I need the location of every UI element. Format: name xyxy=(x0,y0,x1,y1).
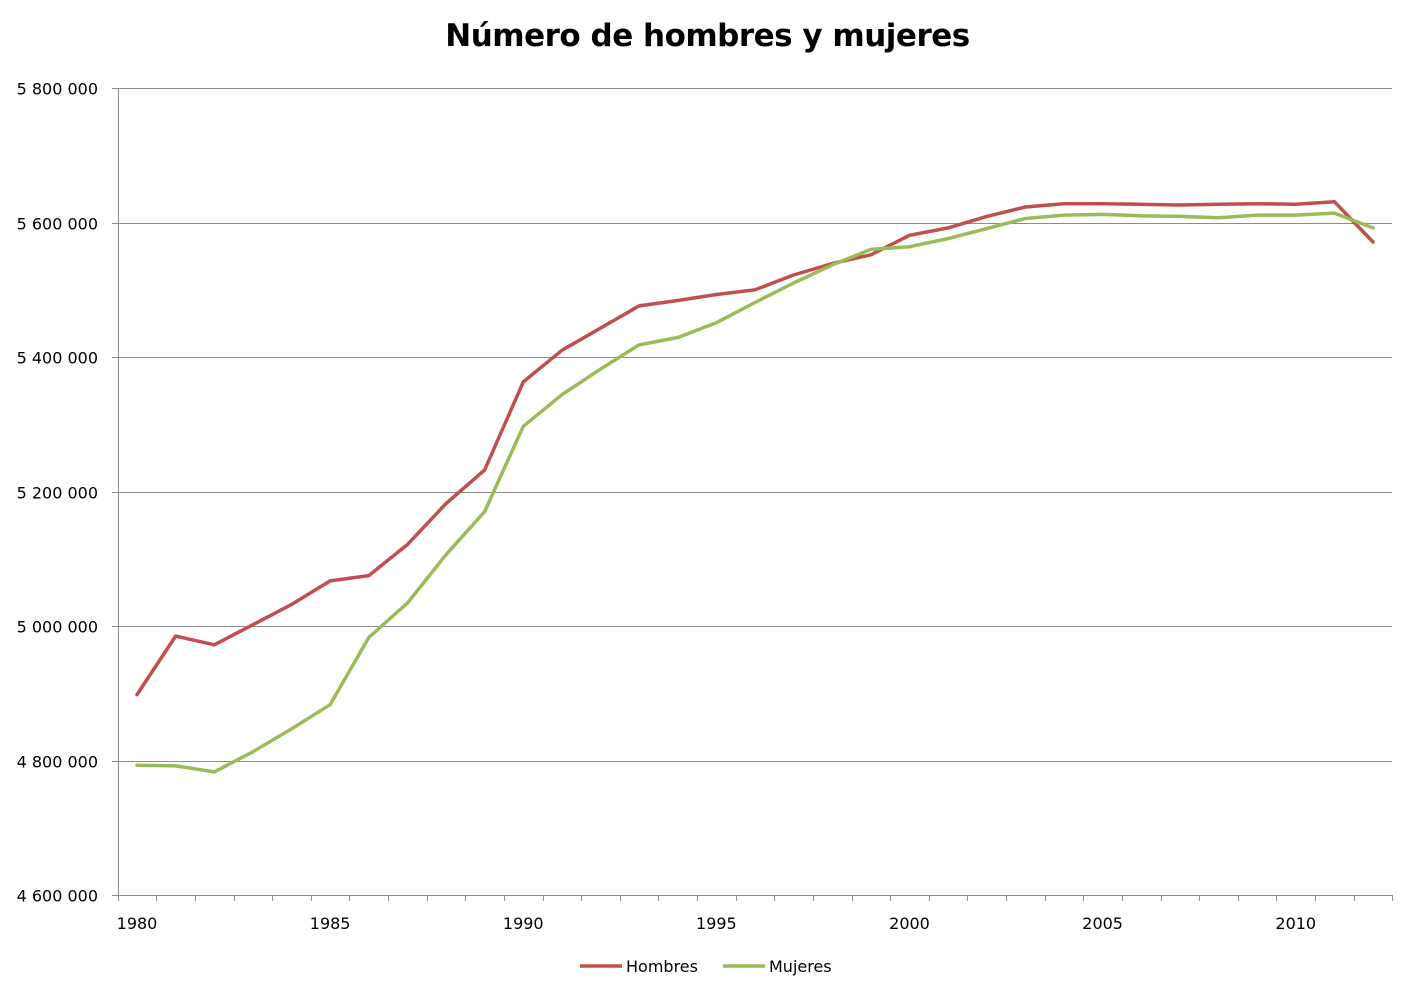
y-tick-label: 5 200 000 xyxy=(17,484,98,503)
x-tick-label: 2005 xyxy=(1082,914,1123,933)
legend-label: Hombres xyxy=(626,957,698,976)
series-line-mujeres xyxy=(135,211,1375,774)
x-tick-label: 1995 xyxy=(696,914,737,933)
series-lines xyxy=(135,199,1375,774)
legend: Hombres Mujeres xyxy=(580,957,832,976)
chart-title: Número de hombres y mujeres xyxy=(445,18,970,54)
legend-item-hombres: Hombres xyxy=(580,957,698,976)
y-tick-label: 5 600 000 xyxy=(17,215,98,234)
x-tick-label: 2010 xyxy=(1275,914,1316,933)
y-tick-label: 4 600 000 xyxy=(17,887,98,906)
series-line-hombres xyxy=(135,199,1375,697)
x-axis-tick-labels: 1980 1985 1990 1995 2000 2005 2010 xyxy=(117,914,1316,933)
y-axis-tick-labels: 4 600 000 4 800 000 5 000 000 5 200 000 5 40… xyxy=(17,80,98,906)
legend-label: Mujeres xyxy=(769,957,832,976)
y-tick-label: 5 400 000 xyxy=(17,349,98,368)
gridlines xyxy=(118,88,1392,762)
y-tick-label: 4 800 000 xyxy=(17,753,98,772)
y-tick-label: 5 000 000 xyxy=(17,618,98,637)
x-tick-label: 1990 xyxy=(503,914,544,933)
x-tick-label: 1980 xyxy=(117,914,158,933)
y-tick-label: 5 800 000 xyxy=(17,80,98,99)
x-tick-label: 2000 xyxy=(889,914,930,933)
legend-item-mujeres: Mujeres xyxy=(723,957,832,976)
axes xyxy=(112,88,1393,901)
x-tick-label: 1985 xyxy=(310,914,351,933)
